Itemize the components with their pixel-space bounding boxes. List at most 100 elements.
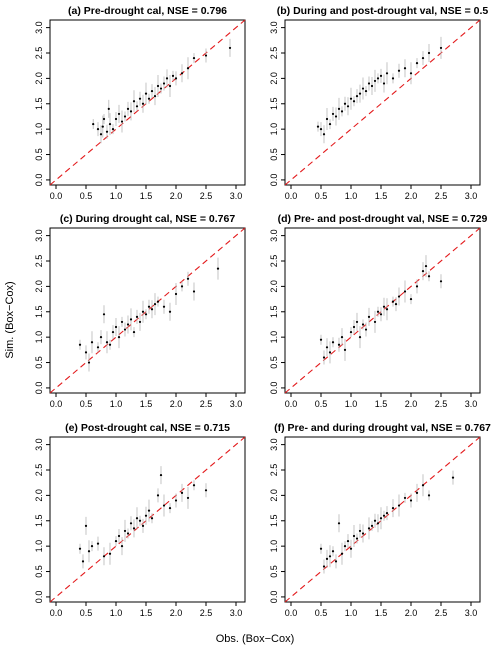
data-point bbox=[168, 84, 172, 88]
x-axis-title: Obs. (Box−Cox) bbox=[216, 633, 295, 645]
panel-title: (f) Pre- and during drought val, NSE = 0… bbox=[274, 422, 491, 434]
data-point bbox=[352, 325, 356, 329]
data-point bbox=[126, 532, 130, 535]
data-point bbox=[144, 313, 148, 316]
x-tick-label: 2.0 bbox=[405, 399, 418, 409]
data-point bbox=[204, 54, 208, 57]
data-point bbox=[376, 77, 380, 80]
data-point bbox=[427, 275, 431, 278]
data-point bbox=[337, 343, 341, 346]
data-point bbox=[138, 519, 142, 522]
data-point bbox=[439, 280, 443, 283]
data-point bbox=[147, 305, 151, 308]
data-point bbox=[409, 499, 413, 502]
data-point bbox=[385, 308, 389, 311]
x-tick-label: 3.0 bbox=[465, 191, 478, 201]
data-point bbox=[391, 77, 395, 80]
data-point bbox=[132, 330, 136, 334]
y-tick-label: 2.5 bbox=[269, 464, 279, 477]
data-point bbox=[192, 56, 196, 60]
chart-panel: (d) Pre- and post-drought val, NSE = 0.7… bbox=[269, 213, 488, 409]
data-point bbox=[361, 87, 365, 90]
data-point bbox=[192, 290, 196, 293]
y-tick-label: 0.0 bbox=[269, 174, 279, 187]
data-point bbox=[427, 51, 431, 55]
data-point bbox=[159, 473, 163, 477]
y-tick-label: 1.5 bbox=[34, 98, 44, 111]
data-point bbox=[403, 290, 407, 293]
data-point bbox=[316, 125, 320, 128]
panel-title: (c) During drought cal, NSE = 0.767 bbox=[60, 213, 235, 225]
x-tick-label: 2.5 bbox=[435, 399, 448, 409]
data-point bbox=[382, 305, 386, 308]
data-point bbox=[204, 489, 208, 492]
data-point bbox=[84, 524, 88, 527]
data-point bbox=[84, 351, 88, 354]
data-point bbox=[361, 323, 365, 326]
x-tick-label: 1.5 bbox=[375, 399, 388, 409]
plot-frame bbox=[49, 227, 246, 394]
chart-panel: (a) Pre-drought cal, NSE = 0.796 0.0 0.5 1.… bbox=[34, 5, 246, 201]
data-point bbox=[87, 550, 91, 553]
y-tick-label: 2.0 bbox=[269, 72, 279, 85]
x-tick-label: 1.5 bbox=[140, 608, 153, 618]
x-tick-label: 0.0 bbox=[50, 191, 63, 201]
one-to-one-line bbox=[284, 19, 481, 186]
data-point bbox=[162, 504, 166, 507]
one-to-one-line bbox=[284, 227, 481, 394]
data-point bbox=[87, 361, 91, 364]
y-tick-label: 0.5 bbox=[269, 565, 279, 578]
data-point bbox=[132, 100, 136, 103]
x-tick-label: 0.5 bbox=[315, 608, 328, 618]
y-tick-label: 2.0 bbox=[34, 280, 44, 293]
y-tick-label: 3.0 bbox=[269, 438, 279, 451]
plot-frame bbox=[284, 436, 481, 603]
data-point bbox=[186, 277, 190, 280]
data-point bbox=[355, 95, 359, 98]
y-tick-label: 3.0 bbox=[34, 438, 44, 451]
one-to-one-line bbox=[49, 19, 246, 186]
data-point bbox=[379, 517, 383, 520]
data-point bbox=[346, 539, 350, 543]
data-point bbox=[322, 356, 326, 359]
data-point bbox=[156, 300, 160, 303]
data-point bbox=[165, 77, 169, 80]
data-point bbox=[379, 313, 383, 316]
data-point bbox=[403, 496, 407, 500]
data-point bbox=[409, 72, 413, 75]
y-tick-label: 0.5 bbox=[269, 148, 279, 161]
x-tick-label: 0.0 bbox=[285, 191, 298, 201]
data-point bbox=[168, 310, 172, 313]
y-tick-label: 0.5 bbox=[34, 148, 44, 161]
data-point bbox=[150, 517, 154, 520]
data-point bbox=[415, 62, 419, 65]
x-tick-label: 2.0 bbox=[405, 608, 418, 618]
data-point bbox=[105, 341, 109, 344]
data-point bbox=[343, 348, 347, 351]
data-point bbox=[147, 509, 151, 512]
data-point bbox=[355, 320, 359, 324]
data-point bbox=[186, 496, 190, 500]
plot-frame bbox=[284, 19, 481, 186]
data-point bbox=[331, 112, 335, 116]
y-tick-label: 1.5 bbox=[34, 515, 44, 528]
data-point bbox=[325, 557, 329, 560]
data-point bbox=[319, 338, 323, 341]
y-tick-label: 0.5 bbox=[34, 565, 44, 578]
y-tick-label: 1.0 bbox=[269, 540, 279, 553]
x-tick-label: 0.0 bbox=[285, 608, 298, 618]
x-tick-label: 1.0 bbox=[110, 191, 123, 201]
x-tick-label: 2.5 bbox=[435, 191, 448, 201]
x-tick-label: 1.5 bbox=[375, 191, 388, 201]
data-point bbox=[421, 270, 425, 273]
data-point bbox=[107, 107, 110, 110]
y-tick-label: 2.5 bbox=[34, 255, 44, 268]
data-point bbox=[331, 550, 335, 553]
data-point bbox=[120, 120, 124, 123]
data-point bbox=[117, 112, 121, 116]
y-tick-label: 0.0 bbox=[34, 174, 44, 187]
y-tick-label: 1.0 bbox=[34, 331, 44, 344]
data-point bbox=[192, 484, 196, 487]
data-point bbox=[90, 545, 94, 548]
data-point bbox=[322, 133, 326, 136]
